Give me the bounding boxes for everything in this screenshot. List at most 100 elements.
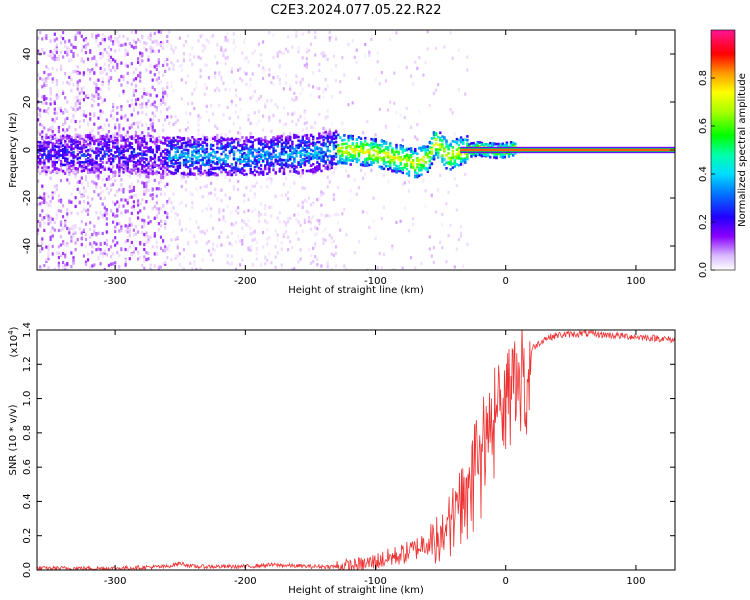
signal-cell (422, 148, 425, 152)
noise-cell (239, 132, 242, 136)
signal-cell (289, 170, 292, 173)
noise-cell (305, 65, 308, 69)
signal-cell (84, 135, 88, 139)
spectrogram-cells (37, 30, 517, 270)
noise-cell (299, 257, 302, 261)
signal-cell (416, 152, 419, 156)
noise-cell (268, 73, 271, 77)
signal-cell (164, 137, 167, 140)
signal-cell (80, 137, 84, 140)
noise-cell (409, 125, 413, 129)
signal-cell (147, 172, 150, 176)
noise-cell (205, 104, 208, 108)
signal-cell (89, 161, 92, 164)
signal-cell (103, 152, 107, 156)
noise-cell (157, 42, 160, 46)
signal-cell (122, 153, 125, 157)
noise-cell (39, 31, 42, 35)
signal-cell (174, 139, 177, 142)
signal-cell (109, 148, 113, 152)
noise-cell (143, 255, 146, 259)
signal-cell (287, 163, 290, 167)
noise-cell (97, 176, 100, 180)
noise-cell (199, 186, 202, 190)
noise-cell (228, 139, 231, 143)
noise-cell (412, 222, 415, 226)
noise-cell (216, 133, 219, 137)
noise-cell (157, 265, 160, 269)
signal-cell (309, 164, 313, 167)
signal-cell (305, 159, 309, 163)
signal-cell (337, 149, 340, 153)
signal-cell (176, 156, 179, 160)
signal-cell (387, 146, 390, 150)
signal-cell (282, 170, 286, 173)
noise-cell (118, 265, 121, 269)
signal-cell (170, 161, 173, 164)
noise-cell (101, 33, 104, 37)
signal-cell (212, 160, 215, 164)
signal-cell (112, 159, 115, 163)
noise-cell (91, 147, 94, 151)
noise-cell (43, 97, 46, 101)
noise-cell (334, 157, 338, 161)
signal-cell (132, 154, 136, 158)
signal-cell (139, 140, 142, 144)
noise-cell (191, 46, 194, 50)
noise-cell (87, 93, 90, 97)
noise-cell (109, 60, 113, 64)
signal-cell (43, 161, 46, 165)
signal-cell (312, 155, 315, 159)
noise-cell (49, 92, 52, 96)
noise-cell (64, 40, 67, 44)
noise-cell (101, 80, 104, 85)
signal-cell (55, 137, 59, 140)
signal-cell (64, 136, 67, 139)
signal-cell (141, 170, 144, 174)
noise-cell (180, 184, 183, 189)
signal-cell (137, 146, 140, 149)
noise-cell (103, 62, 106, 66)
signal-cell (289, 135, 292, 139)
signal-cell (301, 158, 304, 162)
noise-cell (301, 186, 304, 190)
noise-cell (259, 58, 263, 63)
signal-cell (382, 158, 386, 161)
noise-cell (393, 268, 396, 270)
signal-cell (305, 146, 309, 150)
noise-cell (299, 92, 302, 96)
signal-cell (414, 168, 417, 172)
signal-cell (399, 155, 402, 159)
noise-cell (59, 209, 63, 213)
noise-cell (255, 247, 258, 251)
noise-cell (447, 191, 450, 195)
noise-cell (78, 201, 81, 205)
noise-cell (68, 199, 71, 203)
noise-cell (268, 205, 271, 210)
signal-cell (209, 151, 213, 155)
signal-cell (47, 140, 50, 144)
noise-cell (124, 247, 127, 252)
noise-cell (82, 194, 85, 198)
noise-cell (226, 254, 229, 258)
noise-cell (62, 215, 65, 219)
signal-cell (420, 146, 423, 150)
signal-cell (112, 141, 115, 145)
noise-cell (314, 121, 317, 125)
signal-cell (199, 137, 202, 141)
noise-cell (282, 220, 285, 224)
noise-cell (49, 72, 52, 76)
noise-cell (116, 132, 119, 136)
signal-cell (53, 133, 57, 137)
signal-cell (62, 163, 65, 167)
noise-cell (101, 127, 104, 131)
signal-cell (101, 135, 104, 138)
noise-cell (157, 81, 160, 85)
noise-cell (76, 102, 79, 106)
noise-cell (57, 263, 60, 267)
noise-cell (145, 102, 148, 106)
noise-cell (228, 196, 231, 200)
noise-cell (259, 213, 263, 217)
signal-cell (232, 140, 236, 144)
noise-cell (49, 54, 52, 58)
